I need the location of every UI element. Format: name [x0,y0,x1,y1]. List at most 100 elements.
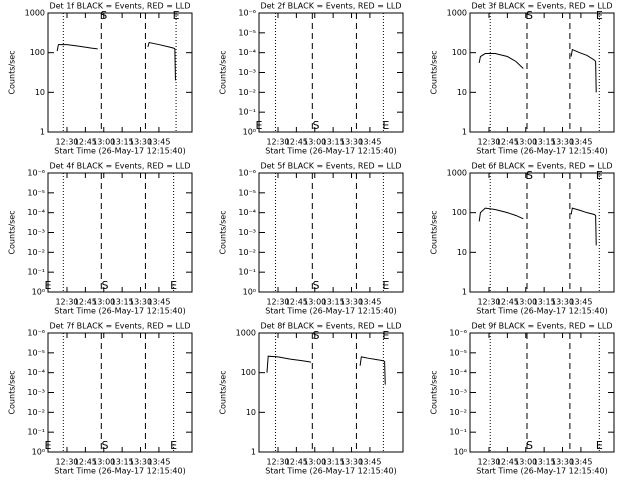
x-tick-label: 13:15 [111,138,134,147]
x-tick-label: 13:15 [533,298,556,307]
x-tick-label: 12:45 [496,298,519,307]
y-tick-label: 10⁻⁵ [449,348,467,357]
chart-title: Det 6f BLACK = Events, RED = LLD [471,162,612,171]
y-tick-label: 10⁰ [32,448,45,457]
y-tick-label: 1 [251,448,256,457]
time-marker-label: E [596,439,603,452]
x-tick-label: 13:30 [129,458,152,467]
time-marker-label: E [170,279,177,292]
y-tick-label: 10⁻³ [27,228,45,237]
time-marker-label: S [312,119,319,132]
y-tick-label: 10 [246,408,256,417]
x-tick-label: 13:15 [533,138,556,147]
y-tick-label: 10⁻² [27,248,45,257]
time-marker-label: S [101,439,108,452]
y-tick-label: 100 [30,48,45,57]
y-tick-label: 10⁻⁴ [27,368,45,377]
y-tick-label: 10⁻⁶ [27,169,45,178]
chart-title: Det 1f BLACK = Events, RED = LLD [49,2,190,11]
x-tick-label: 13:00 [514,458,537,467]
y-tick-label: 10⁻⁴ [449,368,467,377]
y-tick-label: 1000 [447,9,467,18]
x-tick-label: 13:45 [569,138,592,147]
y-axis-label: Counts/sec [8,210,17,254]
x-tick-label: 13:00 [92,458,115,467]
x-tick-label: 12:30 [477,298,500,307]
y-tick-label: 1 [40,128,45,137]
x-tick-label: 12:45 [285,458,308,467]
x-tick-label: 12:30 [55,298,78,307]
y-tick-label: 100 [241,368,256,377]
x-tick-label: 13:00 [303,298,326,307]
y-tick-label: 10⁰ [243,128,256,137]
y-axis-label: Counts/sec [219,210,228,254]
time-marker-label: S [101,279,108,292]
x-tick-label: 13:45 [358,458,381,467]
x-axis-label: Start Time (26-May-17 12:15:40) [476,307,607,316]
y-axis-label: Counts/sec [430,370,439,414]
data-line [266,355,386,385]
x-tick-label: 13:45 [147,138,170,147]
y-tick-label: 10⁻³ [238,228,256,237]
chart-title: Det 2f BLACK = Events, RED = LLD [260,2,401,11]
x-tick-label: 12:30 [477,458,500,467]
y-tick-label: 100 [452,208,467,217]
x-tick-label: 13:45 [147,458,170,467]
y-tick-label: 10⁻² [449,408,467,417]
x-axis-label: Start Time (26-May-17 12:15:40) [54,147,185,156]
time-marker-label: E [45,279,52,292]
y-tick-label: 10⁻³ [449,388,467,397]
y-tick-label: 10⁻² [238,248,256,257]
y-tick-label: 10⁻⁶ [238,169,256,178]
time-marker-label: S [526,9,533,22]
x-axis-label: Start Time (26-May-17 12:15:40) [54,467,185,476]
x-tick-label: 13:30 [340,138,363,147]
time-marker-label: E [256,119,263,132]
y-tick-label: 10⁻² [238,88,256,97]
x-tick-label: 13:45 [358,298,381,307]
y-tick-label: 10⁻¹ [449,428,467,437]
x-tick-label: 13:30 [340,298,363,307]
y-tick-label: 10⁻² [27,408,45,417]
time-marker-label: E [382,279,389,292]
x-axis-label: Start Time (26-May-17 12:15:40) [476,467,607,476]
y-tick-label: 10⁻⁶ [449,329,467,338]
plot-frame [469,172,615,293]
x-tick-label: 13:30 [340,458,363,467]
x-tick-label: 12:45 [496,458,519,467]
y-tick-label: 10⁻³ [27,388,45,397]
x-tick-label: 13:00 [514,138,537,147]
y-tick-label: 10 [35,88,45,97]
x-tick-label: 13:00 [92,298,115,307]
y-tick-label: 10⁻⁶ [238,9,256,18]
y-tick-label: 100 [452,48,467,57]
y-tick-label: 10⁻⁵ [238,28,256,37]
x-tick-label: 13:45 [358,138,381,147]
x-tick-label: 12:30 [266,298,289,307]
y-tick-label: 10⁻¹ [238,268,256,277]
y-tick-label: 10⁰ [32,288,45,297]
y-tick-label: 10⁰ [454,448,467,457]
y-tick-label: 10⁻⁵ [27,188,45,197]
chart-title: Det 3f BLACK = Events, RED = LLD [471,2,612,11]
time-marker-label: S [312,329,319,342]
data-line [56,41,176,81]
y-tick-label: 10⁻⁵ [27,348,45,357]
x-tick-label: 13:30 [129,298,152,307]
y-tick-label: 1000 [25,9,45,18]
time-marker-label: E [382,119,389,132]
y-tick-label: 10⁻¹ [238,108,256,117]
y-tick-label: 10 [457,248,467,257]
y-tick-label: 1000 [447,169,467,178]
time-marker-label: E [596,9,603,22]
x-axis-label: Start Time (26-May-17 12:15:40) [476,147,607,156]
plot-frame [47,12,193,133]
y-tick-label: 10 [457,88,467,97]
y-tick-label: 1 [462,128,467,137]
x-tick-label: 13:15 [111,458,134,467]
x-tick-label: 12:45 [496,138,519,147]
y-axis-label: Counts/sec [219,370,228,414]
plot-frame [258,12,404,133]
x-tick-label: 12:30 [266,458,289,467]
